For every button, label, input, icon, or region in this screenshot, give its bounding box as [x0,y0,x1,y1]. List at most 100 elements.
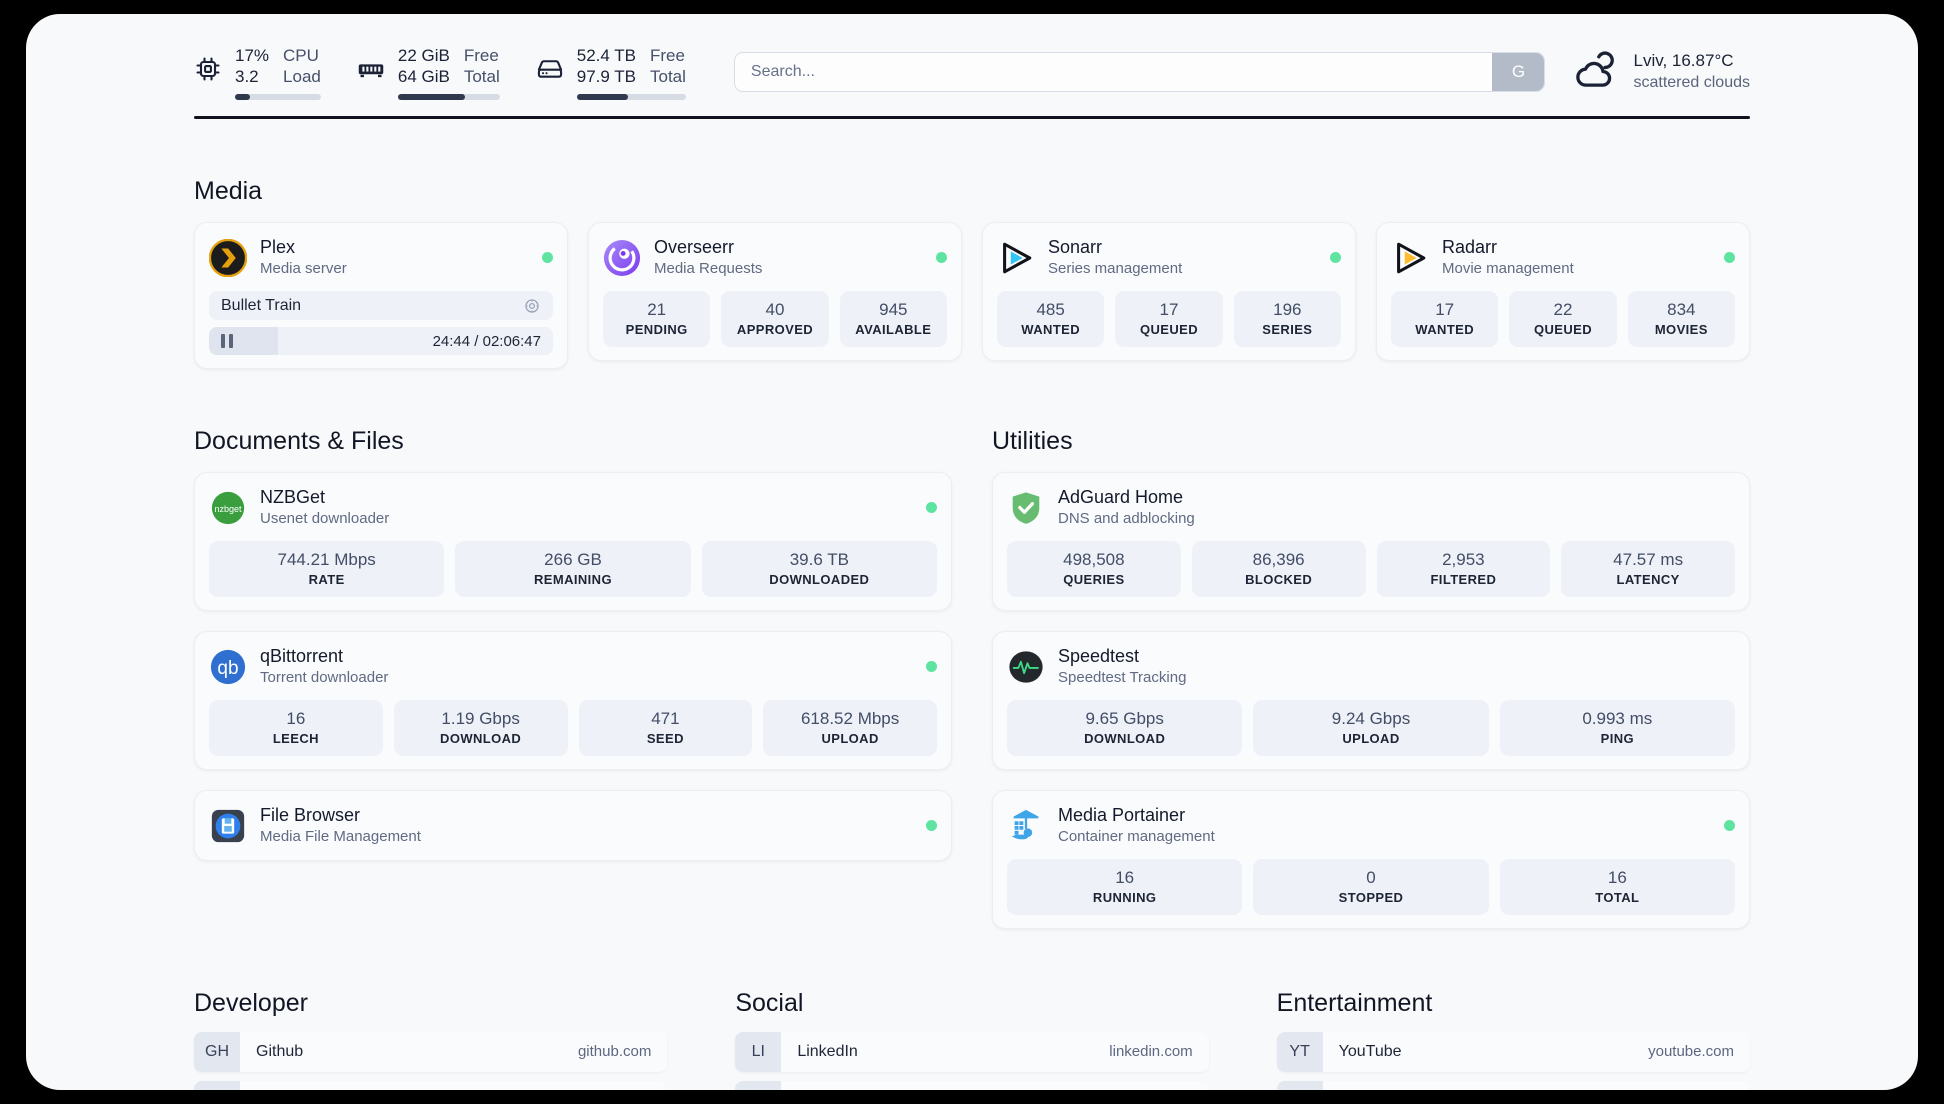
stat-tile: 17 WANTED [1391,291,1499,347]
service-stats-row: 16 LEECH 1.19 Gbps DOWNLOAD 471 SEED 618.52 Mb… [209,700,937,756]
stat-tile-label: APPROVED [736,322,814,337]
header-bar: 17% 3.2 CPU Load 22 GiB 64 GiB Free Total 52.4 T… [26,14,1918,106]
service-card-adguard-home[interactable]: AdGuard Home DNS and adblocking 498,508 QUE… [992,472,1750,611]
service-description: Usenet downloader [260,510,390,527]
status-indicator-online [1330,252,1341,263]
bookmark-item[interactable]: TWTwitter twitter.com [735,1081,1209,1090]
weather-location: Lviv, 16.87°C [1633,51,1734,70]
stat-label-primary: Free [650,45,685,65]
stat-tile-label: QUEUED [1139,322,1198,337]
stat-tile: 471 SEED [578,700,753,756]
service-name: Overseerr [654,237,735,257]
service-description: Series management [1048,260,1183,277]
stat-tile: 9.65 Gbps DOWNLOAD [1007,700,1243,756]
stat-value-primary: 52.4 TB [576,45,636,65]
service-card-sonarr[interactable]: Sonarr Series management 485 WANTED 17 QUEUED… [982,222,1356,361]
stat-tile: 945 AVAILABLE [839,291,947,347]
stat-tile-value: 498,508 [1063,550,1125,569]
stat-tile: 744.21 Mbps RATE [209,541,445,597]
service-description: DNS and adblocking [1058,510,1195,527]
bookmark-item[interactable]: NFNetflix netflix.com [1276,1081,1750,1090]
utilities-card-list: AdGuard Home DNS and adblocking 498,508 QUE… [992,472,1750,929]
stat-tile-label: QUERIES [1063,572,1125,587]
service-card-header: File Browser Media File Management [209,804,937,847]
service-description: Speedtest Tracking [1058,669,1187,686]
bookmark-group: Social LI LinkedIn linkedin.com TWTwitter twi… [735,929,1209,1090]
bookmark-item[interactable]: GH Github github.com [194,1032,668,1072]
stat-label-secondary: Total [463,66,500,86]
bookmark-item[interactable]: YT YouTube youtube.com [1276,1032,1750,1072]
stat-tile-label: SERIES [1262,322,1313,337]
stat-tile: 1.19 Gbps DOWNLOAD [393,700,568,756]
bookmark-item[interactable]: LI LinkedIn linkedin.com [735,1032,1209,1072]
service-card-header: AdGuard Home DNS and adblocking [1007,486,1735,529]
bookmark-name: StackOverflow [240,1081,359,1090]
service-card-media-portainer[interactable]: Media Portainer Container management 16 RUN… [992,790,1750,929]
stat-tile: 16 LEECH [209,700,383,756]
stat-tile-value: 21 [647,300,667,319]
service-card-speedtest[interactable]: Speedtest Speedtest Tracking 9.65 Gbps DOWN… [992,631,1750,770]
service-card-qbittorrent[interactable]: qb qBittorrent Torrent downloader 16 LEECH 1.… [194,631,952,770]
stat-tile-label: LEECH [272,731,319,746]
adguard-icon [1007,489,1045,527]
search-bar[interactable]: G [733,52,1546,92]
stat-tile-label: REMAINING [533,572,612,587]
service-card-header: qb qBittorrent Torrent downloader [209,645,937,688]
service-name: Sonarr [1048,237,1103,257]
stat-tile-value: 40 [765,300,785,319]
stat-tile: 485 WANTED [997,291,1105,347]
portainer-icon [1007,807,1045,845]
system-stats: 17% 3.2 CPU Load 22 GiB 64 GiB Free Total 52.4 T… [194,45,722,100]
stat-tile: 834 MOVIES [1627,291,1735,347]
service-name: Plex [260,237,296,257]
service-card-plex[interactable]: Plex Media server Bullet Train 24:44 / 02:0… [194,222,568,369]
service-card-nzbget[interactable]: nzbget NZBGet Usenet downloader 744.21 Mbps… [194,472,952,611]
documents-card-list: nzbget NZBGet Usenet downloader 744.21 Mbps… [194,472,952,861]
stat-label-primary: Free [463,45,499,65]
stat-tile: 39.6 TB DOWNLOADED [701,541,937,597]
playback-progress-bar[interactable]: 24:44 / 02:06:47 [209,327,553,355]
bookmark-abbreviation: GH [194,1032,240,1072]
bookmark-name: Github [256,1043,304,1060]
service-description: Media server [260,260,347,277]
bookmark-url: twitter.com [1121,1081,1209,1090]
plex-now-playing: Bullet Train [209,291,553,320]
search-area: G [733,52,1546,92]
stat-tile-label: PENDING [625,322,688,337]
pause-icon[interactable] [221,334,233,348]
qbittorrent-icon: qb [209,648,247,686]
search-engine-button[interactable]: G [1492,53,1545,91]
system-stat-cpu: 17% 3.2 CPU Load [194,45,321,100]
service-card-file-browser[interactable]: File Browser Media File Management [194,790,952,861]
svg-text:nzbget: nzbget [214,503,242,513]
stat-tile-value: 9.24 Gbps [1331,709,1411,728]
bookmark-abbreviation: YT [1276,1032,1323,1072]
bookmark-url: linkedin.com [1109,1043,1193,1060]
stat-tile-label: UPLOAD [821,731,879,746]
cpu-icon [194,55,222,83]
search-input[interactable] [734,53,1493,91]
bookmark-abbreviation: TW [735,1081,782,1090]
stat-tile-label: AVAILABLE [855,322,932,337]
stat-tile-label: DOWNLOAD [1084,731,1166,746]
stat-tile-value: 266 GB [544,550,602,569]
stat-tile-label: STOPPED [1338,890,1404,905]
stat-tile-label: WANTED [1415,322,1475,337]
stat-label-primary: CPU [283,45,319,65]
bookmark-url: netflix.com [1662,1081,1750,1090]
stat-tile: 16 TOTAL [1499,859,1735,915]
service-card-radarr[interactable]: Radarr Movie management 17 WANTED 22 QUEUED 83… [1376,222,1750,361]
service-card-header: Speedtest Speedtest Tracking [1007,645,1735,688]
bookmark-group-title: Entertainment [1276,989,1433,1017]
bookmark-item[interactable]: SOStackOverflow stackoverflow.com [194,1081,668,1090]
stat-tile: 196 SERIES [1233,291,1341,347]
main-content: Media Plex Media server Bullet Train 24:44 … [26,177,1918,1090]
status-indicator-online [1724,252,1735,263]
service-card-overseerr[interactable]: Overseerr Media Requests 21 PENDING 40 APPROV… [588,222,962,361]
stat-tile-value: 16 [286,709,306,728]
service-card-header: nzbget NZBGet Usenet downloader [209,486,937,529]
stat-tile: 16 RUNNING [1007,859,1243,915]
system-stat-disk: 52.4 TB 97.9 TB Free Total [536,45,686,100]
stat-tile: 21 PENDING [603,291,711,347]
stat-tile-value: 9.65 Gbps [1085,709,1164,728]
